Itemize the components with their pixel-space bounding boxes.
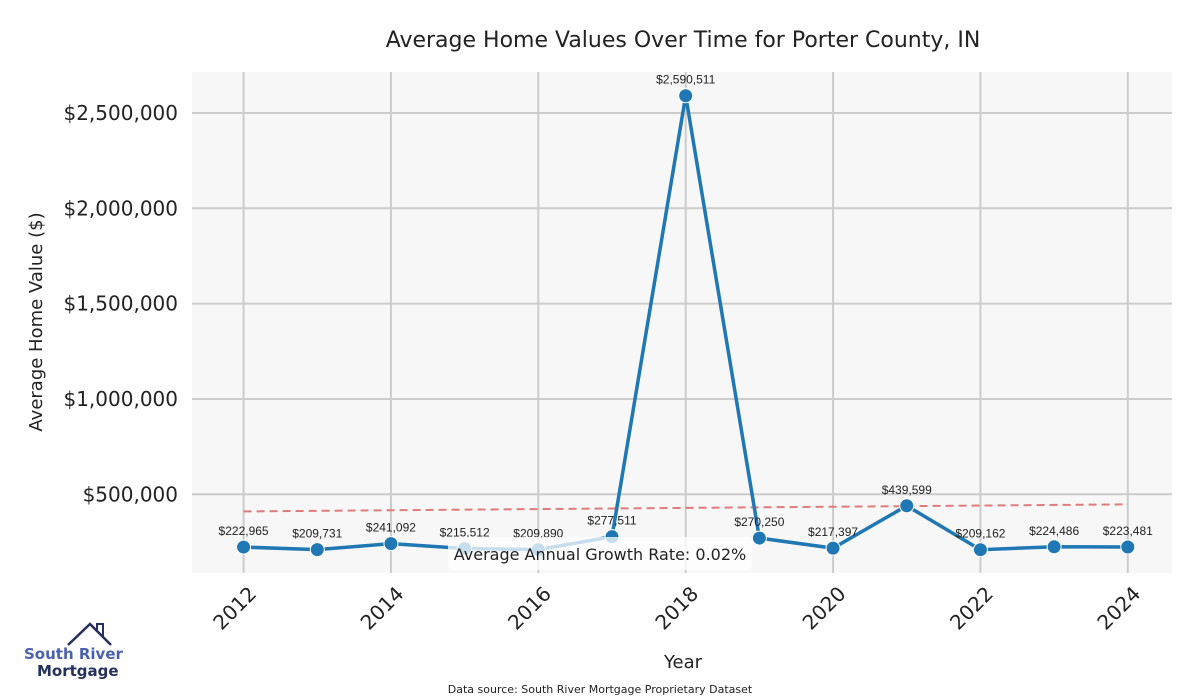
- data-point: [678, 88, 694, 104]
- logo-line2: Mortgage: [37, 662, 119, 680]
- data-point: [309, 542, 325, 558]
- trend-line: [243, 503, 1128, 513]
- data-point: [899, 498, 915, 514]
- data-point: [1120, 539, 1136, 555]
- y-axis-label: Average Home Value ($): [26, 212, 47, 431]
- data-point: [383, 536, 399, 552]
- data-point: [825, 540, 841, 556]
- data-point: [1046, 539, 1062, 555]
- chart-title: Average Home Values Over Time for Porter…: [386, 28, 981, 53]
- data-label: $217,397: [808, 525, 858, 539]
- data-source: Data source: South River Mortgage Propri…: [448, 683, 753, 696]
- data-label: $209,731: [292, 527, 342, 541]
- data-label: $277,511: [587, 514, 636, 528]
- growth-rate-annotation: Average Annual Growth Rate: 0.02%: [454, 545, 746, 564]
- x-tick-label: 2022: [945, 582, 998, 635]
- data-label: $223,481: [1103, 524, 1153, 538]
- logo-line1: South River: [24, 645, 124, 663]
- x-tick-label: 2014: [356, 582, 409, 635]
- y-tick-label: $2,500,000: [63, 101, 178, 125]
- data-point: [972, 542, 988, 558]
- data-label: $2,590,511: [656, 73, 715, 87]
- y-tick-label: $1,500,000: [63, 292, 178, 316]
- data-label: $241,092: [366, 521, 416, 535]
- annotation-box: Average Annual Growth Rate: 0.02%: [448, 537, 752, 570]
- x-tick-label: 2024: [1092, 582, 1145, 635]
- x-tick-label: 2020: [798, 582, 851, 635]
- data-label: $270,250: [734, 515, 784, 529]
- y-tick-label: $500,000: [83, 482, 178, 506]
- x-tick-label: 2016: [503, 582, 556, 635]
- plot-area: [192, 72, 1172, 573]
- south-river-logo: South River Mortgage: [24, 622, 124, 680]
- x-tick-label: 2018: [650, 582, 703, 635]
- y-tick-label: $1,000,000: [63, 387, 178, 411]
- data-label: $209,162: [955, 527, 1005, 541]
- data-label: $215,512: [440, 526, 490, 540]
- data-label: $224,486: [1029, 524, 1079, 538]
- data-label: $439,599: [882, 483, 932, 497]
- x-tick-label: 2012: [208, 582, 261, 635]
- x-axis-label: Year: [663, 652, 703, 673]
- data-label: $222,965: [219, 524, 269, 538]
- y-tick-label: $2,000,000: [63, 196, 178, 220]
- data-point: [236, 539, 252, 555]
- data-point: [751, 530, 767, 546]
